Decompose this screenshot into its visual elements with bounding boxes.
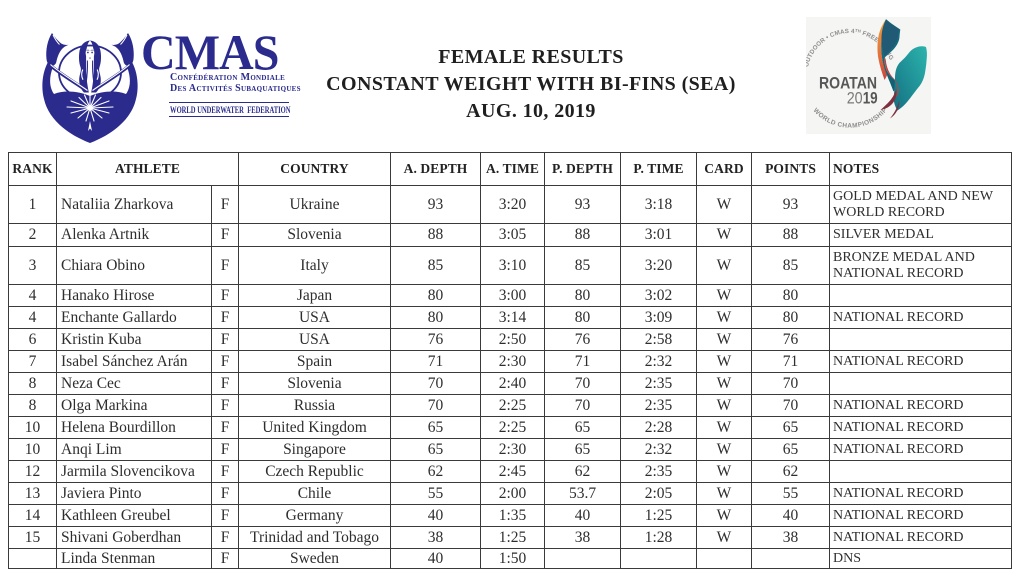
svg-text:20: 20 (847, 89, 863, 108)
svg-text:WORLD CHAMPIONSHIP: WORLD CHAMPIONSHIP (812, 106, 889, 129)
svg-text:19: 19 (863, 89, 878, 108)
svg-text:ROATAN: ROATAN (819, 73, 877, 92)
